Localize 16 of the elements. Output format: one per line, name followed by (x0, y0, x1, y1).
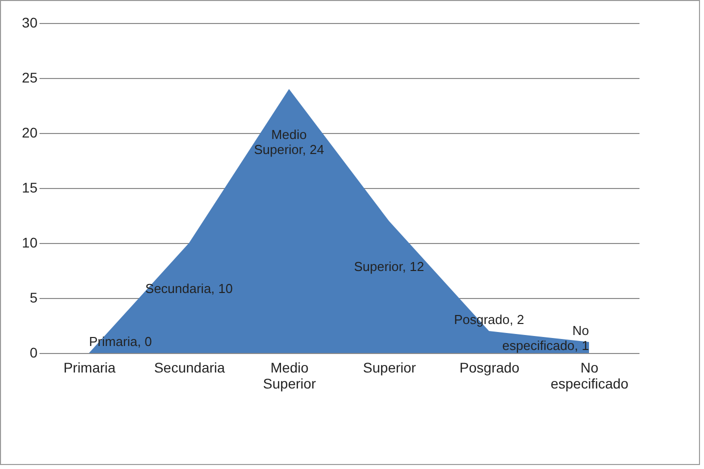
x-tick-label: Medio Superior (263, 360, 316, 392)
data-label: Superior, 12 (354, 259, 424, 274)
x-tick-label: No especificado (550, 360, 629, 392)
y-tick-label: 20 (22, 124, 38, 140)
y-tick-label: 25 (22, 70, 38, 86)
y-tick-label: 0 (30, 344, 38, 360)
data-label: Medio Superior, 24 (254, 127, 324, 157)
x-tick-label: Superior (363, 360, 416, 376)
x-tick-label: Secundaria (154, 360, 226, 376)
x-tick-label: Posgrado (460, 360, 520, 376)
x-tick-label: Primaria (63, 360, 116, 376)
y-tick-label: 10 (22, 234, 38, 250)
y-tick-label: 30 (22, 14, 38, 30)
y-tick-label: 5 (30, 290, 38, 306)
y-tick-label: 15 (22, 180, 38, 196)
data-label: Secundaria, 10 (145, 281, 233, 296)
